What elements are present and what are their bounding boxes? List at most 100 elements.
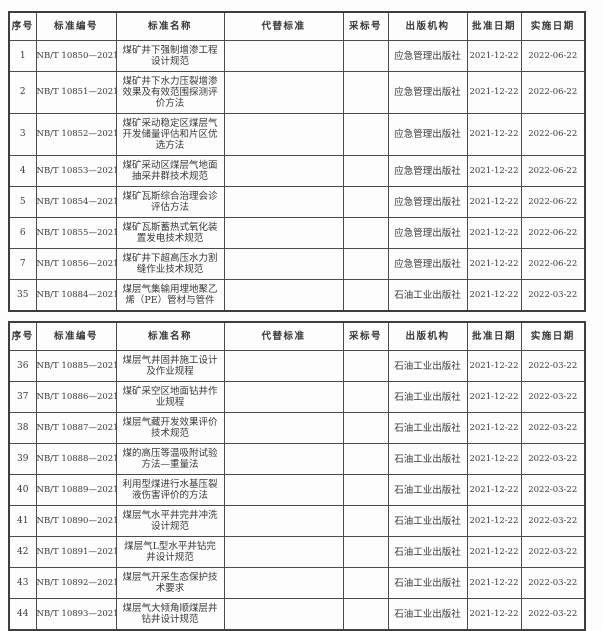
cell-approval-date: 2021-12-22	[466, 598, 522, 631]
cell-publisher: 石油工业出版社	[387, 350, 468, 382]
column-header-name: 标准名称	[115, 321, 225, 351]
cell-replaced	[223, 155, 344, 187]
cell-name: 煤层气L型水平井钻完井设计规范	[115, 536, 225, 568]
cell-publisher: 石油工业出版社	[387, 412, 468, 444]
header-row: 序号 标准编号 标准名称 代替标准 采标号 出版机构 批准日期 实施日期	[8, 11, 586, 41]
column-header-approval-date: 批准日期	[466, 321, 522, 351]
column-header-publisher: 出版机构	[387, 11, 468, 41]
cell-code: NB/T 10888—2021	[35, 443, 117, 475]
cell-adoption	[342, 474, 389, 506]
cell-seq: 7	[8, 248, 37, 280]
table-row: 39 NB/T 10888—2021 煤的高压等温吸附试验方法—重量法 石油工业出版社…	[8, 443, 586, 475]
cell-adoption	[342, 505, 389, 537]
cell-impl-date: 2022-06-22	[520, 40, 586, 72]
column-header-approval-date: 批准日期	[466, 11, 522, 41]
cell-name: 煤矿瓦斯综合治理会诊评估方法	[115, 186, 225, 218]
cell-seq: 40	[8, 474, 37, 506]
cell-impl-date: 2022-03-22	[520, 505, 586, 537]
cell-publisher: 应急管理出版社	[387, 71, 468, 114]
cell-adoption	[342, 217, 389, 249]
cell-replaced	[223, 279, 344, 312]
cell-approval-date: 2021-12-22	[466, 248, 522, 280]
cell-code: NB/T 10886—2021	[35, 381, 117, 413]
cell-code: NB/T 10852—2021	[35, 113, 117, 156]
cell-replaced	[223, 248, 344, 280]
cell-adoption	[342, 350, 389, 382]
cell-impl-date: 2022-03-22	[520, 350, 586, 382]
cell-code: NB/T 10892—2021	[35, 567, 117, 599]
cell-adoption	[342, 279, 389, 312]
cell-approval-date: 2021-12-22	[466, 381, 522, 413]
cell-replaced	[223, 505, 344, 537]
cell-replaced	[223, 567, 344, 599]
column-header-name: 标准名称	[115, 11, 225, 41]
table-row: 41 NB/T 10890—2021 煤层气水平井完井冲洗设计规范 石油工业出版社 20…	[8, 505, 586, 537]
column-header-impl-date: 实施日期	[520, 321, 586, 351]
table-row: 40 NB/T 10889—2021 利用型煤进行水基压裂液伤害评价的方法 石油工业出…	[8, 474, 586, 506]
cell-replaced	[223, 598, 344, 631]
table-row: 6 NB/T 10855—2021 煤矿瓦斯蓄热式氧化装置发电技术规范 应急管理出版社…	[8, 217, 586, 249]
cell-code: NB/T 10850—2021	[35, 40, 117, 72]
cell-name: 煤的高压等温吸附试验方法—重量法	[115, 443, 225, 475]
cell-adoption	[342, 567, 389, 599]
cell-seq: 42	[8, 536, 37, 568]
cell-impl-date: 2022-03-22	[520, 412, 586, 444]
cell-approval-date: 2021-12-22	[466, 217, 522, 249]
table-row: 43 NB/T 10892—2021 煤层气开采生态保护技术要求 石油工业出版社 202…	[8, 567, 586, 599]
table-row: 44 NB/T 10893—2021 煤层气大倾角顺煤层井钻井设计规范 石油工业出版社…	[8, 598, 586, 631]
cell-approval-date: 2021-12-22	[466, 443, 522, 475]
cell-replaced	[223, 113, 344, 156]
cell-impl-date: 2022-03-22	[520, 381, 586, 413]
cell-approval-date: 2021-12-22	[466, 186, 522, 218]
cell-publisher: 应急管理出版社	[387, 40, 468, 72]
column-header-code: 标准编号	[35, 321, 117, 351]
cell-name: 煤矿井下强制增渗工程设计规范	[115, 40, 225, 72]
cell-name: 煤矿采动稳定区煤层气开发储量评估和片区优选方法	[115, 113, 225, 156]
cell-name: 煤层气水平井完井冲洗设计规范	[115, 505, 225, 537]
table-row: 2 NB/T 10851—2021 煤矿井下水力压裂增渗效果及有效范围探测评价方法 应…	[8, 71, 586, 114]
cell-code: NB/T 10851—2021	[35, 71, 117, 114]
cell-impl-date: 2022-06-22	[520, 113, 586, 156]
cell-code: NB/T 10893—2021	[35, 598, 117, 631]
cell-seq: 4	[8, 155, 37, 187]
cell-publisher: 石油工业出版社	[387, 505, 468, 537]
table-row: 3 NB/T 10852—2021 煤矿采动稳定区煤层气开发储量评估和片区优选方法 应…	[8, 113, 586, 156]
cell-seq: 43	[8, 567, 37, 599]
cell-code: NB/T 10891—2021	[35, 536, 117, 568]
cell-seq: 1	[8, 40, 37, 72]
cell-approval-date: 2021-12-22	[466, 155, 522, 187]
cell-seq: 39	[8, 443, 37, 475]
cell-seq: 35	[8, 279, 37, 312]
cell-approval-date: 2021-12-22	[466, 412, 522, 444]
cell-impl-date: 2022-03-22	[520, 567, 586, 599]
table-row: 1 NB/T 10850—2021 煤矿井下强制增渗工程设计规范 应急管理出版社 202…	[8, 40, 586, 72]
cell-approval-date: 2021-12-22	[466, 567, 522, 599]
cell-name: 煤层气开采生态保护技术要求	[115, 567, 225, 599]
standards-table-lower: 序号 标准编号 标准名称 代替标准 采标号 出版机构 批准日期 实施日期 36 NB/T 1088…	[8, 321, 586, 631]
column-header-adoption: 采标号	[342, 11, 389, 41]
cell-publisher: 石油工业出版社	[387, 474, 468, 506]
cell-code: NB/T 10855—2021	[35, 217, 117, 249]
cell-replaced	[223, 536, 344, 568]
cell-impl-date: 2022-06-22	[520, 186, 586, 218]
cell-adoption	[342, 381, 389, 413]
cell-adoption	[342, 536, 389, 568]
cell-publisher: 石油工业出版社	[387, 443, 468, 475]
cell-seq: 38	[8, 412, 37, 444]
cell-adoption	[342, 598, 389, 631]
cell-publisher: 应急管理出版社	[387, 217, 468, 249]
cell-publisher: 石油工业出版社	[387, 567, 468, 599]
cell-publisher: 石油工业出版社	[387, 381, 468, 413]
cell-impl-date: 2022-03-22	[520, 443, 586, 475]
cell-code: NB/T 10885—2021	[35, 350, 117, 382]
cell-publisher: 石油工业出版社	[387, 536, 468, 568]
cell-name: 利用型煤进行水基压裂液伤害评价的方法	[115, 474, 225, 506]
cell-adoption	[342, 40, 389, 72]
table-row: 38 NB/T 10887—2021 煤层气藏开发效果评价技术规范 石油工业出版社 20…	[8, 412, 586, 444]
cell-seq: 44	[8, 598, 37, 631]
cell-approval-date: 2021-12-22	[466, 40, 522, 72]
cell-publisher: 石油工业出版社	[387, 279, 468, 312]
cell-replaced	[223, 40, 344, 72]
